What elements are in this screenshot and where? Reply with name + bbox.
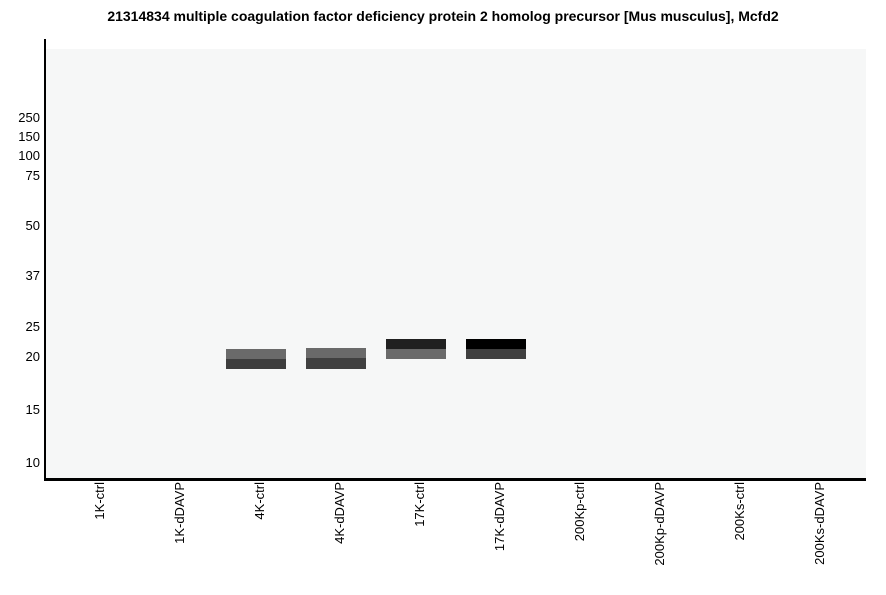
y-tick-label: 37 [25, 268, 40, 283]
x-lane-label: 200Kp-ctrl [572, 482, 587, 542]
x-lane-label: 1K-ctrl [92, 482, 107, 520]
y-tick-label: 10 [25, 455, 40, 470]
x-lane-label: 200Ks-ctrl [732, 482, 747, 541]
y-tick-label: 50 [25, 218, 40, 233]
y-tick-label: 100 [18, 148, 40, 163]
plot-area [46, 49, 866, 478]
y-tick-label: 25 [25, 319, 40, 334]
x-lane-label: 17K-dDAVP [492, 482, 507, 552]
x-lane-label: 200Ks-dDAVP [812, 482, 827, 565]
y-tick-label: 250 [18, 110, 40, 125]
y-tick-label: 15 [25, 402, 40, 417]
x-axis-line [44, 478, 866, 481]
band-segment [226, 349, 286, 359]
band-segment [306, 348, 366, 358]
x-lane-label: 4K-dDAVP [332, 482, 347, 544]
x-lane-label: 200Kp-dDAVP [652, 482, 667, 566]
x-lane-label: 1K-dDAVP [172, 482, 187, 544]
chart-title: 21314834 multiple coagulation factor def… [107, 8, 779, 24]
band-segment [386, 339, 446, 349]
band-segment [386, 349, 446, 359]
y-tick-label: 150 [18, 129, 40, 144]
band-segment [306, 358, 366, 369]
band-segment [466, 339, 526, 349]
band-segment [466, 349, 526, 359]
x-lane-label: 4K-ctrl [252, 482, 267, 520]
y-tick-label: 20 [25, 349, 40, 364]
x-lane-label: 17K-ctrl [412, 482, 427, 527]
y-tick-label: 75 [25, 168, 40, 183]
band-segment [226, 359, 286, 369]
y-axis-line [44, 39, 46, 481]
